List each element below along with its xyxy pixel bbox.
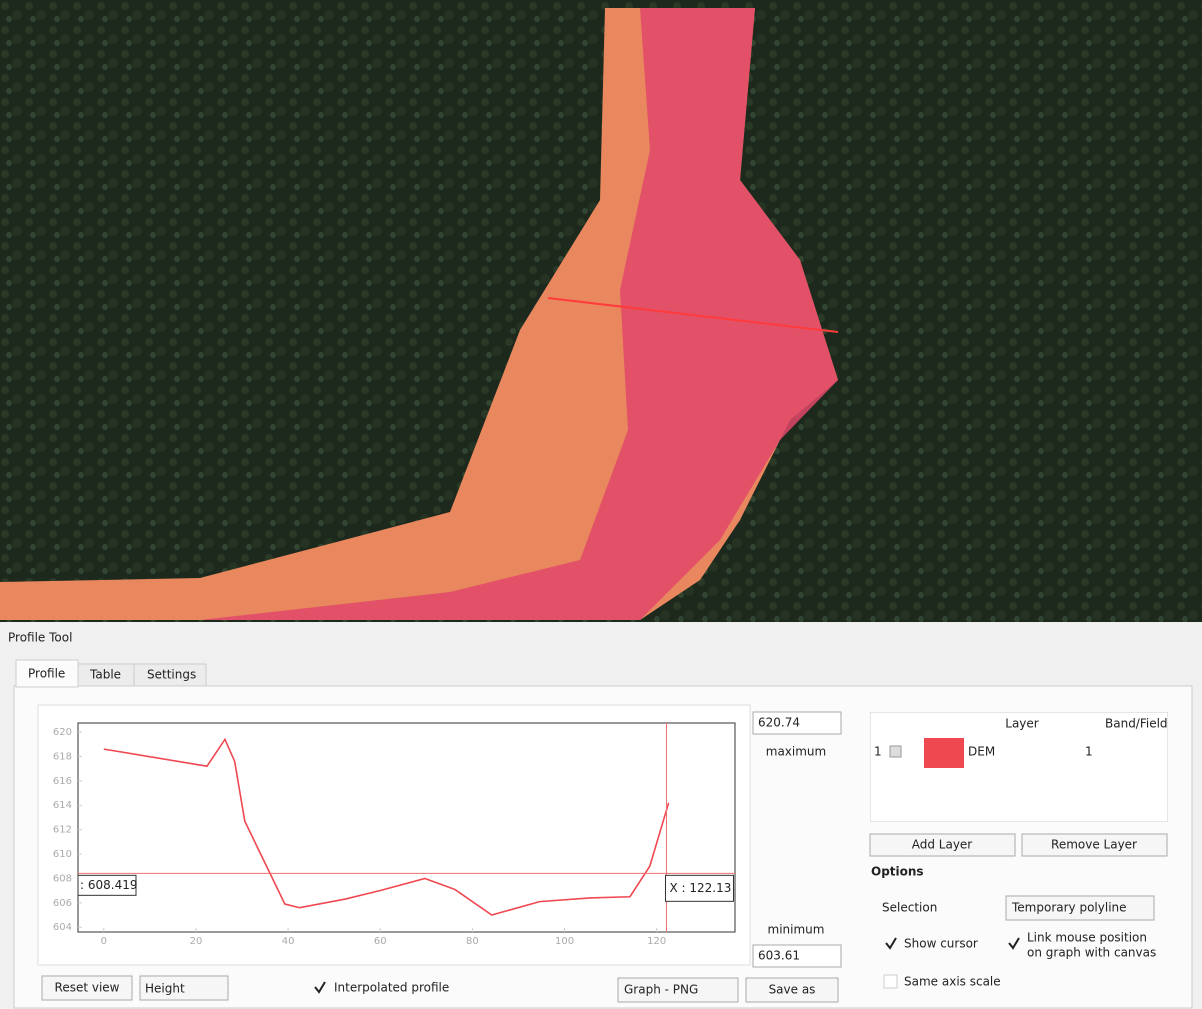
layer-table: Layer Band/Field 1 DEM 1 bbox=[870, 712, 1168, 822]
tab-label: Table bbox=[89, 668, 121, 682]
y-tick-label: 618 bbox=[53, 751, 72, 762]
cursor-x-label: X : 122.13 bbox=[669, 881, 731, 895]
checkbox[interactable] bbox=[884, 975, 897, 988]
x-tick-label: 120 bbox=[647, 936, 666, 947]
checkbox-label: on graph with canvas bbox=[1027, 946, 1156, 960]
button-label: Reset view bbox=[55, 981, 120, 995]
x-tick-label: 60 bbox=[374, 936, 387, 947]
tab-label: Profile bbox=[28, 667, 65, 681]
row-index: 1 bbox=[874, 745, 882, 759]
table-header: Band/Field bbox=[1105, 717, 1168, 731]
y-tick-label: 606 bbox=[53, 898, 72, 909]
cursor-y-label: : 608.419 bbox=[80, 878, 137, 892]
y-tick-label: 608 bbox=[53, 873, 72, 884]
y-tick-label: 612 bbox=[53, 825, 72, 836]
x-tick-label: 100 bbox=[555, 936, 574, 947]
checkbox-label: Interpolated profile bbox=[334, 981, 449, 995]
checkbox-label: Show cursor bbox=[904, 937, 978, 951]
combo-value: Graph - PNG bbox=[624, 983, 698, 997]
page: Profile Tool Profile Table Settings 604 6… bbox=[0, 0, 1202, 1009]
checkbox-label: Same axis scale bbox=[904, 975, 1001, 989]
tab-label: Settings bbox=[147, 668, 196, 682]
layer-color[interactable] bbox=[924, 738, 964, 768]
button-label: Save as bbox=[769, 983, 816, 997]
button-label: Remove Layer bbox=[1051, 838, 1137, 852]
max-caption: maximum bbox=[766, 745, 826, 759]
table-header: Layer bbox=[1005, 717, 1039, 731]
layer-band: 1 bbox=[1085, 745, 1093, 759]
row-checkbox[interactable] bbox=[890, 746, 901, 757]
checkbox-label: Link mouse position bbox=[1027, 931, 1147, 945]
y-tick-label: 614 bbox=[53, 800, 72, 811]
y-tick-label: 610 bbox=[53, 849, 72, 860]
plot-area[interactable] bbox=[78, 723, 735, 932]
button-label: Add Layer bbox=[912, 838, 973, 852]
window-title: Profile Tool bbox=[8, 631, 72, 645]
y-tick-label: 604 bbox=[53, 922, 72, 933]
selection-value: Temporary polyline bbox=[1011, 901, 1127, 915]
x-tick-label: 80 bbox=[466, 936, 479, 947]
max-value: 620.74 bbox=[758, 716, 800, 730]
y-tick-label: 616 bbox=[53, 776, 72, 787]
selection-label: Selection bbox=[882, 901, 937, 915]
combo-value: Height bbox=[145, 982, 185, 996]
y-tick-label: 620 bbox=[53, 727, 72, 738]
screen: Profile Tool Profile Table Settings 604 6… bbox=[0, 0, 1202, 1009]
map-canvas[interactable] bbox=[0, 0, 1202, 622]
x-tick-label: 0 bbox=[101, 936, 107, 947]
min-caption: minimum bbox=[768, 923, 825, 937]
x-tick-label: 40 bbox=[282, 936, 295, 947]
options-title: Options bbox=[871, 865, 924, 879]
layer-name: DEM bbox=[968, 745, 995, 759]
x-tick-label: 20 bbox=[190, 936, 203, 947]
min-value: 603.61 bbox=[758, 949, 800, 963]
